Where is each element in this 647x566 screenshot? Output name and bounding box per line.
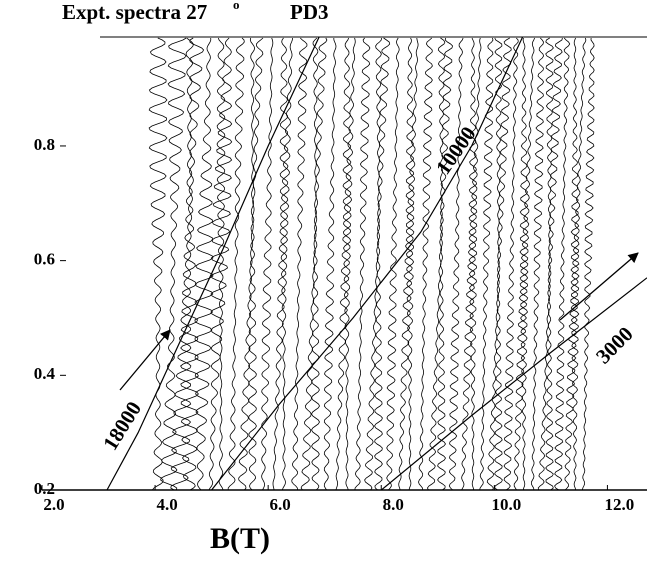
- x-tick-label: 6.0: [270, 495, 291, 514]
- spectrum-trace: [503, 37, 519, 491]
- spectrum-trace: [570, 37, 580, 491]
- spectrum-trace: [364, 37, 391, 491]
- spectrum-trace: [238, 37, 264, 491]
- spectrum-trace: [354, 37, 371, 491]
- spectrum-trace: [448, 37, 464, 491]
- spectrum-trace: [208, 37, 233, 491]
- spectrum-trace: [564, 37, 587, 491]
- spectrum-trace: [582, 37, 595, 491]
- spectrum-trace: [554, 37, 571, 491]
- spectrum-trace: [342, 37, 352, 491]
- series-label: 18000: [98, 397, 146, 454]
- series-label: 3000: [591, 322, 638, 369]
- spectrum-trace: [170, 37, 205, 491]
- spectrum-trace: [291, 37, 308, 491]
- spectrum-traces: [148, 37, 595, 491]
- x-tick-label: 4.0: [156, 495, 177, 514]
- y-tick-label: 0.6: [34, 250, 55, 269]
- spectrum-trace: [279, 37, 289, 491]
- spectrum-trace: [180, 37, 199, 491]
- spectrum-trace: [248, 37, 257, 491]
- y-tick-label: 0.8: [34, 135, 55, 154]
- y-tick-label: 0.2: [34, 479, 55, 498]
- spectrum-trace: [272, 37, 293, 491]
- spectrum-trace: [311, 37, 320, 491]
- spectrum-trace: [335, 37, 356, 491]
- spectrum-trace: [486, 37, 512, 491]
- spectrum-trace: [437, 37, 446, 491]
- spectrum-trace: [300, 37, 328, 491]
- x-tick-label: 8.0: [383, 495, 404, 514]
- spectrum-trace: [386, 37, 400, 491]
- spectrum-trace: [374, 37, 383, 491]
- spectrum-trace: [405, 37, 415, 491]
- spectrum-trace: [398, 37, 419, 491]
- spectrum-trace: [148, 37, 168, 491]
- x-axis-label: B(T): [210, 522, 270, 555]
- arrow: [119, 329, 171, 391]
- y-tick-label: 0.4: [34, 364, 56, 383]
- frequency-line: [106, 36, 320, 491]
- frequency-line: [380, 277, 647, 491]
- spectrum-trace: [418, 37, 433, 491]
- spectrum-trace: [227, 37, 245, 490]
- arrow: [559, 252, 639, 321]
- spectrum-trace: [461, 37, 482, 491]
- spectrum-trace: [545, 37, 554, 491]
- spectrum-trace: [261, 37, 274, 491]
- spectrum-trace: [531, 37, 545, 491]
- spectrum-trace: [519, 37, 529, 491]
- chart-subtitle: PD3: [290, 0, 329, 24]
- x-tick-label: 10.0: [491, 495, 521, 514]
- title-superscript: o: [233, 0, 240, 12]
- spectrum-trace: [194, 37, 214, 491]
- x-tick-label: 12.0: [605, 495, 635, 514]
- spectrum-trace: [323, 37, 337, 491]
- chart-title: Expt. spectra 27: [62, 0, 207, 24]
- x-tick-label: 2.0: [43, 495, 64, 514]
- spectrum-trace: [513, 37, 535, 491]
- frequency-line: [211, 36, 524, 491]
- spectrum-trace: [216, 37, 226, 491]
- spectrum-trace: [494, 37, 503, 491]
